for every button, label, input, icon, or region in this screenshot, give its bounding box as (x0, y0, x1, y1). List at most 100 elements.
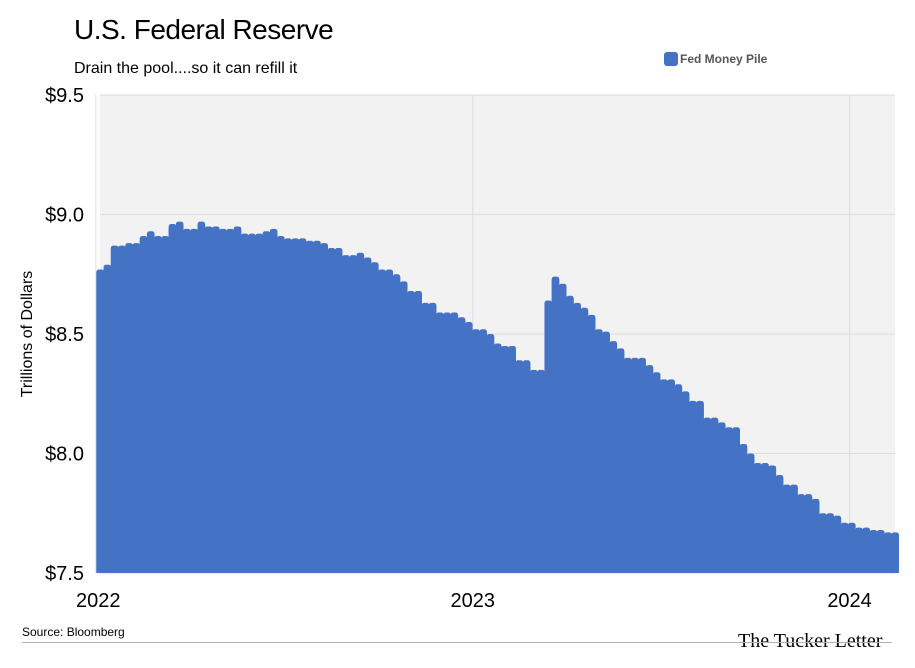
bar-body (450, 315, 459, 573)
y-axis-label: Trillions of Dollars (19, 271, 36, 398)
bar-body (399, 284, 408, 573)
bar-body (522, 363, 531, 573)
bar-body (876, 532, 885, 573)
bar-body (132, 246, 141, 573)
bar-body (464, 325, 473, 573)
chart-title: U.S. Federal Reserve (74, 14, 334, 45)
bar-body (602, 334, 610, 573)
bar-body (551, 279, 560, 573)
bar-body (689, 403, 697, 573)
bar-body (298, 241, 307, 573)
bar-body (537, 372, 545, 573)
bar-body (566, 298, 574, 573)
bar-body (118, 248, 126, 573)
bar-body (819, 516, 827, 573)
bar-body (103, 267, 112, 573)
bar-body (305, 243, 314, 574)
bar-body (168, 227, 177, 573)
bar-body (479, 332, 487, 573)
bar-body (291, 241, 300, 573)
bar-body (616, 351, 625, 573)
bar-body (782, 487, 791, 573)
y-axis-ticks: $7.5 $8.0 $8.5 $9.0 $9.5 (45, 85, 84, 585)
bar-body (558, 286, 567, 573)
bar-body (768, 468, 777, 573)
bar-body (717, 425, 726, 573)
publisher-brand: The Tucker Letter (738, 630, 883, 652)
bar-body (862, 530, 871, 573)
bar-body (884, 535, 892, 573)
y-tick-label: $9.5 (45, 85, 84, 107)
bar-body (125, 246, 133, 573)
bar-body (392, 277, 401, 573)
bar-body (240, 236, 249, 573)
bar-body (573, 305, 581, 573)
bar-body (515, 363, 524, 573)
bar-body (421, 305, 430, 573)
bar-body (342, 258, 350, 573)
bar-body (530, 372, 538, 573)
bar-body (320, 246, 328, 573)
bar-body (269, 231, 278, 573)
bar-body (833, 518, 842, 573)
bar-body (385, 272, 394, 573)
bar-body (349, 258, 357, 573)
bar-body (667, 382, 675, 573)
bar-body (869, 532, 878, 573)
bar-body (891, 535, 899, 573)
bar-body (472, 332, 480, 573)
y-tick-label: $8.0 (45, 444, 84, 466)
x-tick-label: 2022 (76, 590, 121, 612)
bar-body (645, 368, 654, 573)
bar-body (674, 387, 683, 573)
bar-body (183, 231, 191, 573)
bar-body (508, 348, 516, 573)
bar-body (96, 272, 104, 573)
bar-body (660, 382, 668, 573)
bar-body (486, 337, 495, 573)
bar-body (175, 224, 184, 574)
x-tick-label: 2023 (450, 590, 495, 612)
bar-body (154, 239, 162, 573)
bar-body (190, 231, 198, 573)
footer-divider (22, 642, 892, 643)
bar-body (848, 525, 856, 573)
legend-label: Fed Money Pile (680, 52, 768, 66)
bar-body (797, 497, 805, 573)
bar-body (414, 293, 422, 573)
bar-body (313, 243, 321, 574)
bar-body (248, 236, 256, 573)
bar-body (334, 250, 343, 573)
bar-body (139, 239, 148, 573)
bar-body (493, 346, 502, 573)
source-note: Source: Bloomberg (22, 625, 125, 639)
bar-body (544, 303, 553, 573)
bar-body (609, 344, 618, 573)
bar-body (638, 360, 646, 573)
bar-body (811, 501, 820, 573)
bar-body (804, 497, 813, 573)
bar-body (623, 360, 632, 573)
bar-body (146, 234, 155, 574)
bar-body (652, 375, 661, 573)
bar-body (255, 236, 263, 573)
bar-body (436, 315, 444, 573)
bar-body (277, 239, 285, 573)
bar-body (356, 255, 365, 574)
chart-subtitle: Drain the pool....so it can refill it (74, 60, 298, 77)
bar-body (262, 234, 271, 574)
bar-body (443, 315, 451, 573)
bar-body (233, 229, 242, 573)
bar-body (428, 305, 437, 573)
bar-body (378, 272, 386, 573)
bar-body (855, 530, 863, 573)
x-tick-label: 2024 (827, 590, 872, 612)
legend: Fed Money Pile (664, 52, 767, 66)
bar-body (226, 231, 235, 573)
y-tick-label: $7.5 (45, 563, 84, 585)
bar-body (110, 248, 119, 573)
bar-body (696, 403, 704, 573)
bar-body (725, 430, 733, 573)
bar-body (681, 394, 690, 573)
bar-body (840, 525, 849, 573)
